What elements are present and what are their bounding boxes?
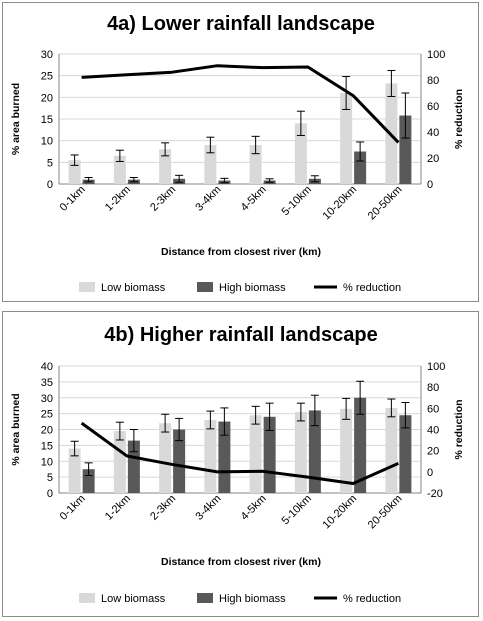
- legend-label: High biomass: [219, 282, 286, 294]
- x-tick-label: 0-1km: [58, 493, 88, 523]
- y2-tick-label: 60: [427, 403, 439, 415]
- chart-panel-higher-rainfall: 4b) Higher rainfall landscape 0 5 10 15 20 25 3…: [2, 311, 479, 617]
- legend-label: % reduction: [343, 593, 401, 605]
- x-tick-label: 3-4km: [193, 493, 223, 523]
- x-tick-label: 1-2km: [103, 493, 133, 523]
- y-tick-label: 30: [41, 393, 53, 405]
- y-tick-label: 30: [41, 49, 53, 61]
- y-tick-label: 40: [41, 361, 53, 373]
- bar: [308, 410, 321, 493]
- chart-title: 4a) Lower rainfall landscape: [107, 13, 375, 35]
- legend-label: Low biomass: [101, 282, 166, 294]
- y2-tick-label: 80: [427, 75, 439, 87]
- y2-axis-title: % reduction: [453, 399, 465, 459]
- bar: [204, 419, 217, 493]
- legend: Low biomass High biomass % reduction: [79, 593, 401, 605]
- x-axis-title: Distance from closest river (km): [161, 246, 321, 258]
- reduction-line: [80, 421, 399, 485]
- x-tick-label: 10-20km: [320, 184, 359, 223]
- x-tick-label: 5-10km: [280, 184, 314, 218]
- y-tick-label: 10: [41, 136, 53, 148]
- chart-panel-lower-rainfall: 4a) Lower rainfall landscape 0 5 10 15 20 25 30…: [2, 2, 479, 302]
- y-tick-label: 20: [41, 92, 53, 104]
- x-tick-label: 2-3km: [148, 493, 178, 523]
- x-tick-label: 20-50km: [366, 184, 405, 223]
- legend-label: Low biomass: [101, 593, 166, 605]
- bar: [249, 415, 262, 493]
- y-tick-label: 0: [47, 179, 53, 191]
- y2-tick-label: 40: [427, 425, 439, 437]
- bar: [399, 415, 412, 493]
- y2-tick-label: 40: [427, 127, 439, 139]
- legend-label: High biomass: [219, 593, 286, 605]
- y-tick-label: 25: [41, 71, 53, 83]
- y2-tick-label: 100: [427, 49, 445, 61]
- bar: [68, 448, 81, 493]
- bar: [218, 421, 231, 493]
- bar: [385, 407, 398, 493]
- bar: [68, 160, 81, 184]
- bar: [249, 145, 262, 184]
- bar: [204, 145, 217, 184]
- bar: [159, 423, 172, 493]
- chart-lower-rainfall: 4a) Lower rainfall landscape 0 5 10 15 20 25 30…: [10, 13, 465, 294]
- x-tick-label: 4-5km: [239, 184, 269, 214]
- chart-title: 4b) Higher rainfall landscape: [104, 324, 377, 346]
- y-tick-label: 5: [47, 472, 53, 484]
- reduction-line: [81, 64, 400, 144]
- x-tick-label: 0-1km: [58, 184, 88, 214]
- bar: [127, 440, 140, 493]
- bar: [113, 155, 126, 184]
- y-tick-label: 5: [47, 157, 53, 169]
- y-tick-label: 35: [41, 377, 53, 389]
- x-tick-label: 20-50km: [366, 493, 405, 532]
- y2-tick-label: 0: [427, 179, 433, 191]
- bar: [354, 397, 367, 493]
- legend-swatch-high: [197, 593, 213, 603]
- y2-tick-label: 100: [427, 361, 445, 373]
- bar: [173, 429, 186, 493]
- legend-swatch-low: [79, 593, 95, 603]
- y2-tick-label: -20: [427, 488, 443, 500]
- x-tick-label: 2-3km: [148, 184, 178, 214]
- y-tick-label: 0: [47, 488, 53, 500]
- legend-label: % reduction: [343, 282, 401, 294]
- legend: Low biomass High biomass % reduction: [79, 282, 401, 294]
- chart-higher-rainfall: 4b) Higher rainfall landscape 0 5 10 15 20 25 3…: [10, 324, 465, 605]
- bar: [354, 151, 367, 184]
- y2-axis-title: % reduction: [453, 89, 465, 149]
- bar: [294, 412, 307, 493]
- x-tick-label: 1-2km: [103, 184, 133, 214]
- legend-swatch-low: [79, 282, 95, 292]
- y2-tick-label: 60: [427, 101, 439, 113]
- x-tick-label: 10-20km: [320, 493, 359, 532]
- bar: [159, 149, 172, 184]
- y2-tick-label: 0: [427, 467, 433, 479]
- x-axis-title: Distance from closest river (km): [161, 556, 321, 568]
- y2-tick-label: 20: [427, 446, 439, 458]
- y-axis-title: % area burned: [10, 83, 22, 155]
- x-tick-label: 5-10km: [280, 493, 314, 527]
- bar: [340, 408, 353, 493]
- y2-tick-label: 20: [427, 153, 439, 165]
- bar: [113, 431, 126, 493]
- y-tick-label: 25: [41, 409, 53, 421]
- y-tick-label: 20: [41, 425, 53, 437]
- x-tick-label: 3-4km: [193, 184, 223, 214]
- y-tick-label: 15: [41, 114, 53, 126]
- y-tick-label: 15: [41, 440, 53, 452]
- bar: [399, 115, 412, 184]
- bar: [340, 93, 353, 184]
- y2-tick-label: 80: [427, 382, 439, 394]
- x-tick-label: 4-5km: [239, 493, 269, 523]
- bar: [294, 123, 307, 184]
- y-tick-label: 10: [41, 456, 53, 468]
- legend-swatch-high: [197, 282, 213, 292]
- y-axis-title: % area burned: [10, 393, 22, 465]
